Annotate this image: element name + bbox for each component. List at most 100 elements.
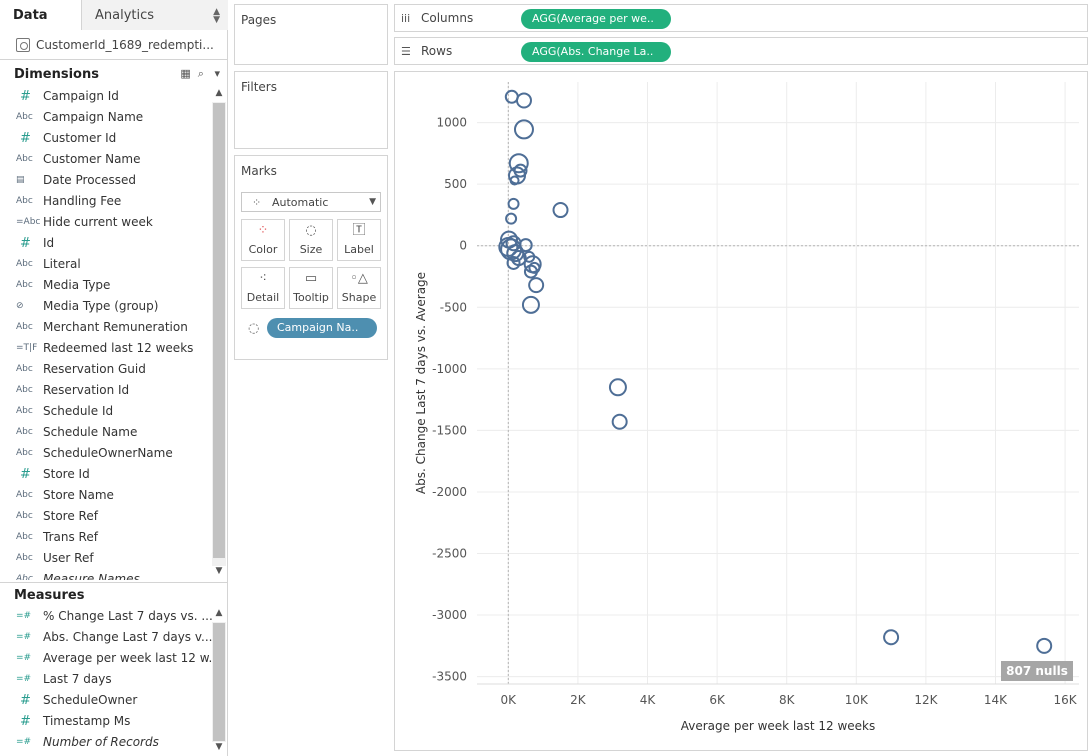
menu-dropdown-icon[interactable]: ▾ — [214, 67, 220, 80]
measures-scrollbar[interactable]: ▲ ▼ — [212, 608, 226, 756]
field-item[interactable]: =# Abs. Change Last 7 days v... — [0, 627, 212, 648]
scatter-point[interactable] — [508, 153, 529, 174]
field-item[interactable]: Abc Schedule Id — [0, 401, 212, 422]
scatter-chart[interactable]: 0K 2K 4K 6K 8K 10K 12K 14K 16K 1000 500 0 -500 -1000 -… — [395, 72, 1089, 752]
field-item[interactable]: Abc Store Name — [0, 485, 212, 506]
measures-list: =# % Change Last 7 days vs. ... =# Abs. Cha… — [0, 606, 212, 756]
field-item[interactable]: =# Number of Records — [0, 732, 212, 753]
scroll-down-icon[interactable]: ▼ — [212, 742, 226, 756]
field-item[interactable]: =# Average per week last 12 w... — [0, 648, 212, 669]
scatter-point[interactable] — [513, 163, 528, 178]
label-button[interactable]: 🅃 Label — [337, 219, 381, 261]
scatter-point[interactable] — [883, 629, 900, 646]
scroll-up-icon[interactable]: ▲ — [212, 608, 226, 622]
scatter-point[interactable] — [528, 277, 545, 294]
shape-icon: ◦△ — [350, 271, 368, 286]
scatter-point[interactable] — [552, 202, 569, 219]
field-item[interactable]: Abc Measure Names — [0, 569, 212, 580]
scatter-point[interactable] — [608, 378, 627, 397]
field-item[interactable]: Abc Media Type — [0, 275, 212, 296]
color-label: Color — [248, 243, 278, 256]
field-item[interactable]: # Store Id — [0, 464, 212, 485]
date-icon: ▤ — [16, 175, 25, 185]
mark-type-dropdown[interactable]: ⁘ Automatic ▼ — [241, 192, 381, 212]
datasource-item[interactable]: CustomerId_1689_redempti... — [0, 30, 228, 60]
y-tick-label: -1000 — [432, 362, 467, 376]
field-item[interactable]: =# % Change Last 7 days vs. ... — [0, 606, 212, 627]
field-item[interactable]: # ScheduleOwner — [0, 690, 212, 711]
field-item[interactable]: =Abc Hide current week — [0, 212, 212, 233]
field-item[interactable]: # Id — [0, 233, 212, 254]
field-item[interactable]: Abc Campaign Name — [0, 107, 212, 128]
y-tick-label: -3500 — [432, 670, 467, 684]
scatter-point[interactable] — [509, 175, 520, 186]
nulls-badge[interactable]: 807 nulls — [1001, 661, 1073, 681]
field-label: Store Id — [43, 467, 90, 481]
scatter-point[interactable] — [505, 212, 518, 225]
scroll-down-icon[interactable]: ▼ — [212, 566, 226, 580]
field-item[interactable]: Abc ScheduleOwnerName — [0, 443, 212, 464]
shape-button[interactable]: ◦△ Shape — [337, 267, 381, 309]
y-tick-label: -3000 — [432, 608, 467, 622]
tab-analytics[interactable]: Analytics ▲ ▼ — [82, 0, 228, 30]
field-item[interactable]: Abc Reservation Guid — [0, 359, 212, 380]
field-item[interactable]: Abc Merchant Remuneration — [0, 317, 212, 338]
detail-label: Detail — [246, 291, 280, 304]
field-label: Store Ref — [43, 509, 98, 523]
columns-shelf[interactable]: iii Columns AGG(Average per we.. — [394, 4, 1088, 32]
field-item[interactable]: # Timestamp Ms — [0, 711, 212, 732]
y-tick-label: 1000 — [436, 116, 467, 130]
scatter-point[interactable] — [521, 295, 540, 314]
tab-data[interactable]: Data — [0, 0, 82, 30]
field-item[interactable]: Abc Customer Name — [0, 149, 212, 170]
rows-shelf[interactable]: ☰ Rows AGG(Abs. Change La.. — [394, 37, 1088, 65]
scroll-up-icon[interactable]: ▲ — [212, 88, 226, 102]
field-label: ScheduleOwnerName — [43, 446, 173, 460]
scroll-thumb[interactable] — [213, 623, 225, 741]
dimensions-scrollbar[interactable]: ▲ ▼ — [212, 88, 226, 580]
field-item[interactable]: Abc User Ref — [0, 548, 212, 569]
pages-card[interactable]: Pages — [234, 4, 388, 65]
scatter-point[interactable] — [1036, 637, 1053, 654]
field-item[interactable]: Abc Literal — [0, 254, 212, 275]
number-icon: # — [20, 693, 31, 708]
field-item[interactable]: =# Last 7 days — [0, 669, 212, 690]
field-item[interactable]: Abc Trans Ref — [0, 527, 212, 548]
field-item[interactable]: ⊘ Media Type (group) — [0, 296, 212, 317]
field-item[interactable]: # Campaign Id — [0, 86, 212, 107]
campaign-name-pill[interactable]: Campaign Na.. — [267, 318, 377, 338]
field-label: Schedule Name — [43, 425, 138, 439]
detail-button[interactable]: ⁖ Detail — [241, 267, 285, 309]
shape-label: Shape — [341, 291, 377, 304]
scatter-point[interactable] — [515, 92, 532, 109]
field-item[interactable]: Abc Store Ref — [0, 506, 212, 527]
field-label: Hide current week — [43, 215, 153, 229]
field-label: Id — [43, 236, 55, 250]
view-list-icon[interactable]: ▦ — [180, 67, 191, 80]
color-button[interactable]: ⁘ Color — [241, 219, 285, 261]
string-icon: Abc — [16, 490, 33, 500]
field-item[interactable]: ▤ Date Processed — [0, 170, 212, 191]
scatter-point[interactable] — [506, 255, 521, 270]
field-item[interactable]: Abc Reservation Id — [0, 380, 212, 401]
dimensions-title: Dimensions — [14, 67, 99, 82]
filters-card[interactable]: Filters — [234, 71, 388, 149]
field-item[interactable]: Abc Handling Fee — [0, 191, 212, 212]
rows-pill[interactable]: AGG(Abs. Change La.. — [521, 42, 671, 62]
string-icon: Abc — [16, 427, 33, 437]
field-label: Customer Id — [43, 131, 117, 145]
search-icon[interactable]: ⌕ — [197, 67, 204, 80]
columns-pill[interactable]: AGG(Average per we.. — [521, 9, 671, 29]
scatter-point[interactable] — [611, 413, 628, 430]
field-item[interactable]: =T|F Redeemed last 12 weeks — [0, 338, 212, 359]
scatter-point[interactable] — [513, 119, 534, 140]
scatter-point[interactable] — [507, 197, 520, 210]
scroll-thumb[interactable] — [213, 103, 225, 558]
field-item[interactable]: Abc Schedule Name — [0, 422, 212, 443]
tooltip-button[interactable]: ▭ Tooltip — [289, 267, 333, 309]
size-button[interactable]: ◌ Size — [289, 219, 333, 261]
automatic-mark-icon: ⁘ — [252, 196, 262, 209]
scatter-point[interactable] — [528, 261, 541, 274]
group-icon: ⊘ — [16, 301, 24, 311]
field-item[interactable]: # Customer Id — [0, 128, 212, 149]
